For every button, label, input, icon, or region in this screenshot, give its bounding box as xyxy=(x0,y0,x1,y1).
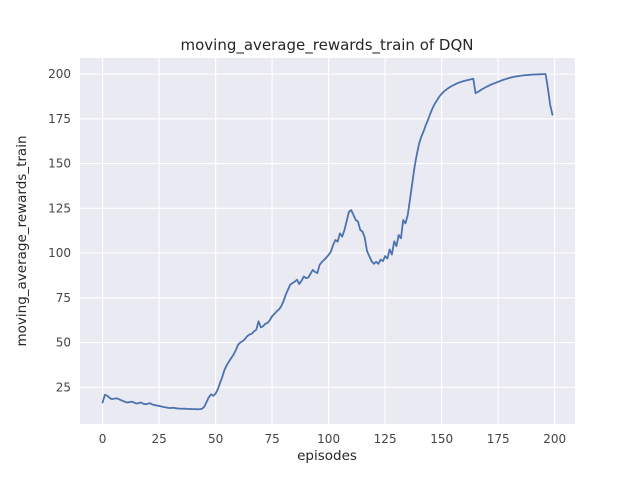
data-line xyxy=(101,73,554,411)
y-tick-label: 100 xyxy=(48,246,71,260)
plot-area xyxy=(80,58,575,424)
x-tick-label: 75 xyxy=(264,432,279,446)
chart-title: moving_average_rewards_train of DQN xyxy=(180,36,473,55)
x-tick-label: 125 xyxy=(374,432,397,446)
y-tick-label: 125 xyxy=(48,201,71,215)
y-tick-label: 175 xyxy=(48,112,71,126)
y-axis-label: moving_average_rewards_train xyxy=(14,135,30,346)
y-tick-label: 50 xyxy=(56,336,71,350)
x-tick-label: 0 xyxy=(99,432,107,446)
tick-labels: 0 25 50 75 100 125 150 175 200 25 50 75 100 125 150 175… xyxy=(48,67,566,446)
data-series-group xyxy=(101,73,554,411)
y-tick-label: 200 xyxy=(48,67,71,81)
y-tick-label: 150 xyxy=(48,157,71,171)
x-tick-label: 175 xyxy=(487,432,510,446)
y-tick-label: 75 xyxy=(56,291,71,305)
gridlines xyxy=(80,58,575,424)
x-tick-label: 25 xyxy=(151,432,166,446)
y-tick-label: 25 xyxy=(56,380,71,394)
x-tick-label: 50 xyxy=(208,432,223,446)
x-tick-label: 100 xyxy=(317,432,340,446)
x-tick-label: 150 xyxy=(430,432,453,446)
x-axis-label: episodes xyxy=(297,448,357,464)
x-tick-label: 200 xyxy=(543,432,566,446)
